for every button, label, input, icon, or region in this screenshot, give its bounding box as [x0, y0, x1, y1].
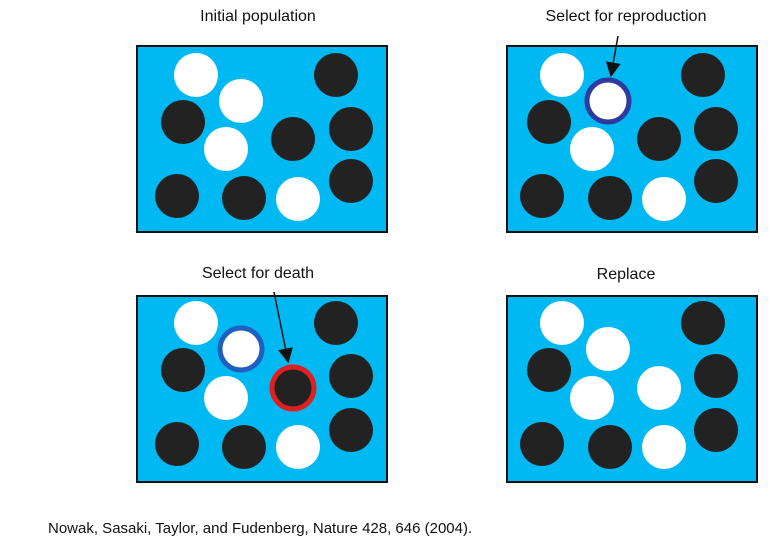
black-individual	[694, 354, 738, 398]
black-individual	[588, 176, 632, 220]
white-individual	[642, 425, 686, 469]
black-individual	[329, 354, 373, 398]
black-individual	[329, 159, 373, 203]
black-individual	[222, 425, 266, 469]
black-individual	[637, 117, 681, 161]
black-individual	[588, 425, 632, 469]
panel-title-replace: Replace	[596, 266, 656, 283]
white-individual	[570, 127, 614, 171]
black-individual	[520, 174, 564, 218]
white-individual	[174, 301, 218, 345]
black-individual	[161, 100, 205, 144]
panel-title-initial-population: Initial population	[200, 8, 316, 25]
panel-title-select-for-reproduction: Select for reproduction	[545, 8, 707, 25]
black-individual	[161, 348, 205, 392]
reproduction-arrow	[605, 35, 621, 78]
panel-title-select-for-death: Select for death	[201, 265, 315, 282]
black-individual	[694, 159, 738, 203]
white-individual	[174, 53, 218, 97]
black-individual	[314, 301, 358, 345]
black-individual	[329, 107, 373, 151]
black-individual	[155, 174, 199, 218]
panel-initial-population	[136, 45, 388, 233]
selected-reproduction-individual	[217, 325, 265, 373]
white-individual	[276, 425, 320, 469]
white-individual	[540, 301, 584, 345]
black-individual	[694, 408, 738, 452]
white-individual-replaced	[637, 366, 681, 410]
black-individual	[527, 100, 571, 144]
black-individual	[681, 301, 725, 345]
citation-caption: Nowak, Sasaki, Taylor, and Fudenberg, Na…	[48, 520, 473, 537]
black-individual	[681, 53, 725, 97]
black-individual	[520, 422, 564, 466]
panel-replace	[506, 295, 758, 483]
selected-reproduction-individual	[584, 77, 632, 125]
black-individual	[271, 117, 315, 161]
white-individual	[642, 177, 686, 221]
black-individual	[694, 107, 738, 151]
selected-death-individual	[269, 364, 317, 412]
white-individual	[570, 376, 614, 420]
white-individual	[204, 376, 248, 420]
white-individual	[540, 53, 584, 97]
white-individual	[276, 177, 320, 221]
white-individual	[586, 327, 630, 371]
white-individual	[219, 79, 263, 123]
white-individual	[204, 127, 248, 171]
black-individual	[527, 348, 571, 392]
panel-select-for-reproduction	[506, 35, 758, 233]
black-individual	[155, 422, 199, 466]
black-individual	[329, 408, 373, 452]
black-individual	[222, 176, 266, 220]
black-individual	[314, 53, 358, 97]
panel-select-for-death	[136, 291, 388, 483]
death-arrow	[273, 291, 293, 364]
